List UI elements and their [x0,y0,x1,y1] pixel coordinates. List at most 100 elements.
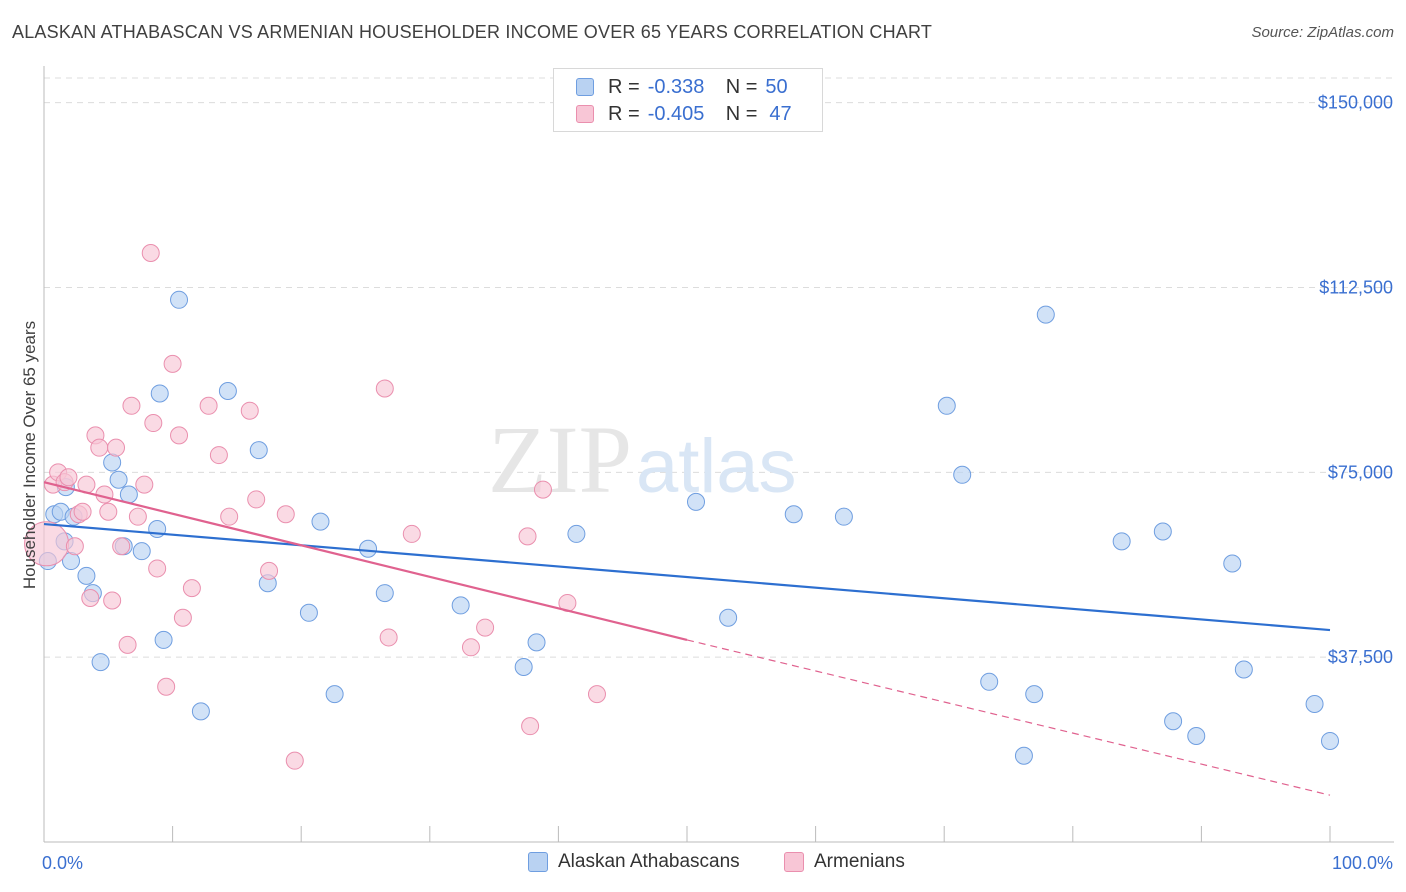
data-point-armenian [209,446,228,465]
data-point-armenian [402,524,421,543]
series-legend-athabascan[interactable]: Alaskan Athabascans [528,851,740,873]
data-point-armenian [247,490,266,509]
data-point-armenian [90,438,109,457]
data-point-armenian [135,475,154,494]
trend-lines [43,481,1331,796]
data-point-athabascan [1223,554,1242,573]
data-point-athabascan [191,702,210,721]
legend-r-label: R = [608,75,640,98]
watermark-zip: ZIP [488,406,632,513]
watermark-atlas: atlas [636,424,797,509]
data-point-athabascan [514,658,533,677]
series-legend: Alaskan Athabascans Armenians [0,851,1406,877]
data-point-athabascan [1025,685,1044,704]
legend-n-label: N = [725,102,758,125]
data-point-armenian [379,628,398,647]
legend-n-value: 50 [765,75,788,98]
data-point-athabascan [77,566,96,585]
data-point-armenian [163,354,182,373]
data-point-armenian [518,527,537,546]
data-point-armenian [122,396,141,415]
data-point-athabascan [1014,746,1033,765]
data-point-athabascan [375,584,394,603]
data-point-athabascan [1153,522,1172,541]
legend-swatch-pink [784,852,804,872]
data-point-athabascan [154,630,173,649]
legend-r-value: -0.338 [647,75,705,98]
data-point-athabascan [1164,712,1183,731]
data-point-armenian [148,559,167,578]
data-point-armenian [144,414,163,433]
data-point-armenian [276,505,295,524]
data-point-athabascan [299,603,318,622]
data-point-athabascan [249,441,268,460]
data-point-athabascan [784,505,803,524]
data-point-athabascan [132,542,151,561]
data-point-athabascan [1234,660,1253,679]
data-point-armenian [73,502,92,521]
data-point-athabascan [91,653,110,672]
y-tick-label: $37,500 [1328,647,1393,667]
x-tick-label-max: 100.0% [1332,853,1393,873]
data-point-armenian [118,635,137,654]
legend-n-value: 47 [769,102,792,125]
legend-swatch-pink [576,105,594,123]
data-point-armenian [59,468,78,487]
data-point-athabascan [1321,731,1339,750]
y-tick-label: $150,000 [1318,93,1393,113]
data-point-armenian [128,507,147,526]
data-point-athabascan [170,290,189,309]
data-point-athabascan [311,512,330,531]
data-point-armenian [182,579,201,598]
data-point-armenian [141,243,160,262]
data-point-athabascan [325,685,344,704]
data-point-armenian [521,717,540,736]
trend-line-athabascan [43,522,1331,632]
data-point-armenian [103,591,122,610]
data-point-athabascan [834,507,853,526]
data-point-armenian [260,561,279,580]
data-point-armenian [461,638,480,657]
axes [43,66,1394,843]
data-point-armenian [240,401,259,420]
correlation-legend: R = -0.338 N = 50 R = -0.405 N = 47 [553,68,823,132]
watermark: ZIP atlas [488,406,797,513]
legend-swatch-blue [576,78,594,96]
data-point-armenian [107,438,126,457]
legend-r-value: -0.405 [647,102,705,125]
data-point-armenian [199,396,218,415]
data-point-armenian [81,589,100,608]
data-point-athabascan [1112,532,1131,551]
legend-r-label: R = [608,102,640,125]
data-point-athabascan [953,465,972,484]
series-legend-armenian[interactable]: Armenians [784,851,905,873]
series-legend-label: Alaskan Athabascans [558,851,740,872]
data-point-athabascan [103,453,122,472]
legend-row-athabascan: R = -0.338 N = 50 [576,75,788,99]
legend-n-label: N = [725,75,758,98]
data-point-athabascan [1187,727,1206,746]
data-point-athabascan [218,381,237,400]
source-label: Source: ZipAtlas.com [1251,24,1394,41]
data-point-athabascan [527,633,546,652]
x-tick-label-min: 0.0% [42,853,83,873]
data-point-athabascan [109,470,128,489]
data-point-athabascan [1036,305,1055,324]
y-tick-label: $75,000 [1328,462,1393,482]
tick-labels: $37,500 $75,000 $112,500 $150,000 0.0% 100.0% [42,93,1393,873]
data-point-armenian [476,618,495,637]
data-point-athabascan [451,596,470,615]
series-legend-label: Armenians [814,851,905,872]
trend-line-armenian-extrapolated [686,639,1331,796]
data-point-armenian [285,751,304,770]
data-point-armenian [587,685,606,704]
chart-title: ALASKAN ATHABASCAN VS ARMENIAN HOUSEHOLD… [12,22,933,42]
grid-lines [44,77,1394,658]
data-point-armenian [220,507,239,526]
data-point-armenian [170,426,189,445]
y-tick-label: $112,500 [1319,277,1393,297]
trend-line-armenian [43,481,688,641]
data-point-athabascan [359,539,378,558]
legend-swatch-blue [528,852,548,872]
